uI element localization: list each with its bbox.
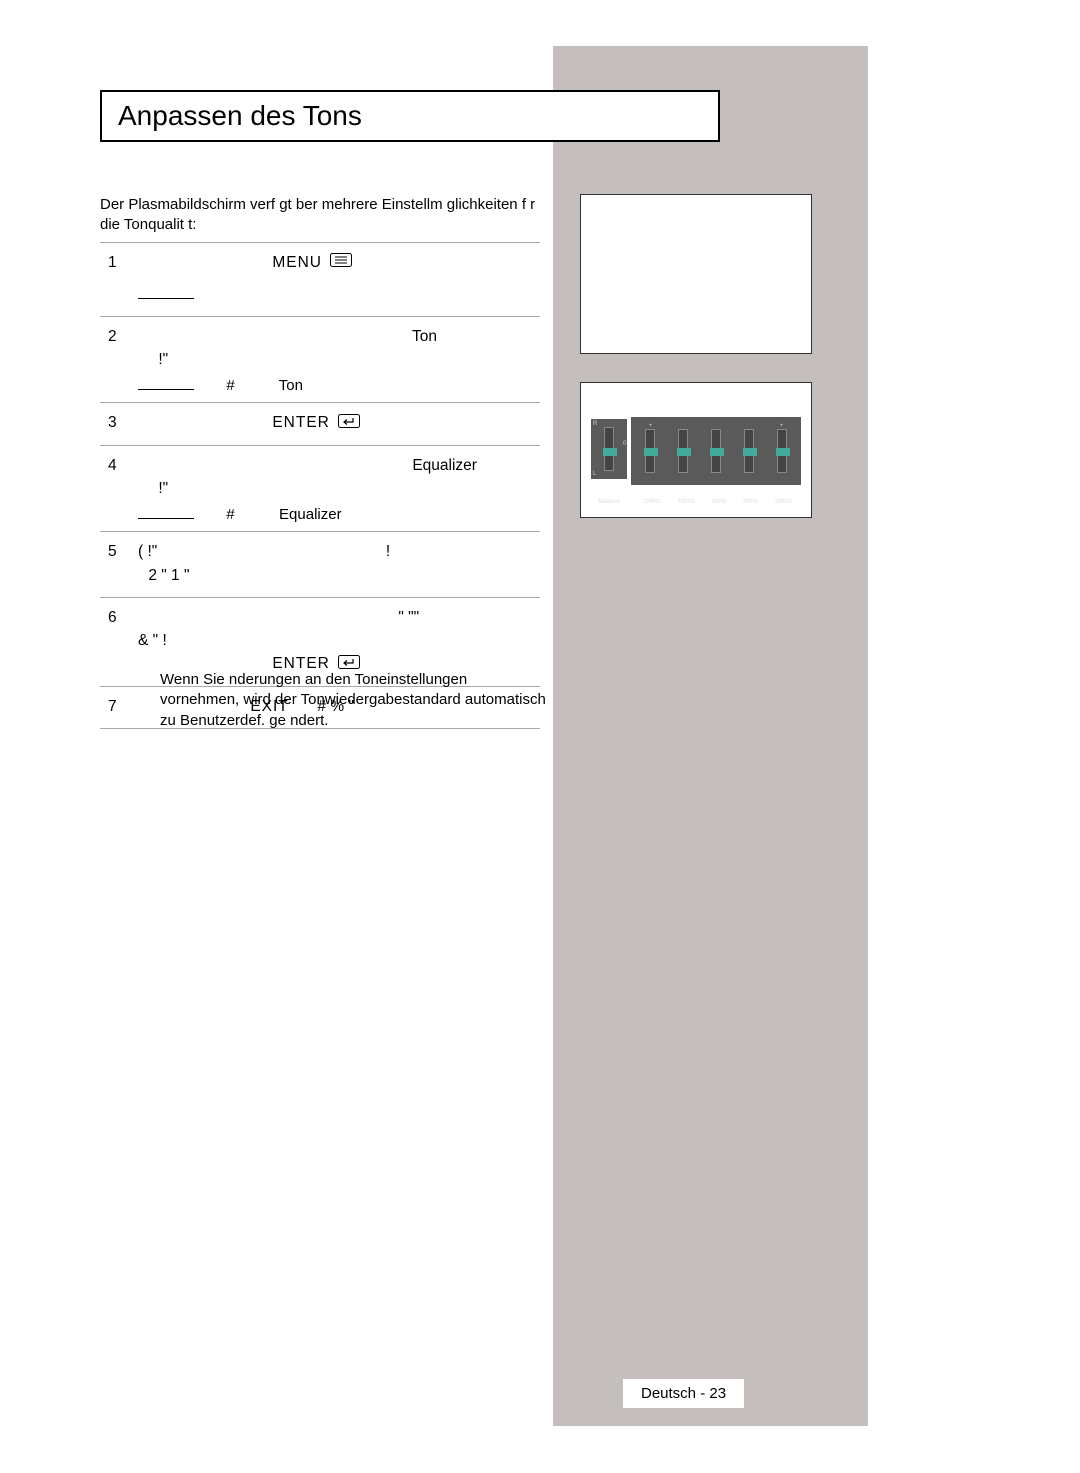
freq-labels: 100Hz 300Hz 1KHz 3KHz 10KHz	[635, 499, 801, 505]
step-number: 7	[100, 695, 138, 718]
step-number: 5	[100, 540, 138, 587]
result-prefix: #	[226, 506, 234, 523]
result-prefix: #	[226, 377, 234, 394]
step-row: 4 Equalizer !"	[100, 445, 540, 505]
menu-label: MENU	[272, 254, 322, 271]
menu-icon	[330, 251, 352, 274]
step-row: 1 MENU	[100, 242, 540, 316]
step-keyword: Equalizer	[412, 457, 477, 474]
freq-label: 300Hz	[678, 499, 695, 505]
blank-underline	[138, 389, 194, 390]
step-symbol: ( !"	[138, 543, 157, 560]
step-symbol: " ""	[398, 609, 419, 626]
eq-slider: ++	[777, 423, 787, 479]
note-paragraph: Wenn Sie nderungen an den Toneinstellung…	[160, 670, 550, 731]
freq-label: 100Hz	[643, 499, 660, 505]
step-symbol: !"	[158, 480, 168, 497]
step-row: 2 Ton !"	[100, 316, 540, 376]
page-title-box: Anpassen des Tons	[100, 90, 720, 142]
blank-underline	[138, 518, 194, 519]
eq-slider: ++	[711, 423, 721, 479]
step-body: ( !" ! 2 " 1 "	[138, 540, 540, 587]
eq-slider: ++	[744, 423, 754, 479]
page-title: Anpassen des Tons	[118, 100, 362, 132]
illustration-box-blank	[580, 194, 812, 354]
step-result: # Equalizer	[100, 504, 540, 531]
steps-table: 1 MENU 2 Ton !" # Ton	[100, 242, 540, 729]
balance-slot	[604, 427, 614, 471]
equalizer-panel: ++ ++ ++ ++ ++	[631, 417, 801, 485]
eq-slider: ++	[645, 423, 655, 479]
blank-underline	[138, 298, 194, 299]
step-number: 4	[100, 454, 138, 501]
step-result: # Ton	[100, 375, 540, 402]
freq-label: 1KHz	[712, 499, 727, 505]
step-body: " "" & " ! ENTER	[138, 606, 540, 676]
step-symbol: 2 " 1 "	[148, 567, 189, 584]
step-number: 3	[100, 411, 138, 435]
page-number: Deutsch - 23	[623, 1379, 744, 1408]
step-body: ENTER	[138, 411, 540, 435]
step-body: MENU	[138, 251, 540, 306]
result-text: Equalizer	[279, 506, 342, 523]
step-symbol: & " !	[138, 632, 167, 649]
intro-paragraph: Der Plasmabildschirm verf gt ber mehrere…	[100, 195, 540, 236]
enter-label: ENTER	[272, 414, 330, 431]
step-body: Ton !"	[138, 325, 540, 372]
step-keyword: Ton	[412, 328, 437, 345]
step-symbol: !"	[158, 351, 168, 368]
freq-label: 10KHz	[775, 499, 793, 505]
step-number: 1	[100, 251, 138, 306]
step-number: 2	[100, 325, 138, 372]
step-number: 6	[100, 606, 138, 676]
result-text: Ton	[279, 377, 303, 394]
step-row: 3 ENTER	[100, 402, 540, 445]
freq-label: 3KHz	[743, 499, 758, 505]
eq-sliders: ++ ++ ++ ++ ++	[637, 423, 795, 479]
illustration-box-equalizer: R L Balance 0 ++ ++ ++ ++ ++ 100Hz 300Hz…	[580, 382, 812, 518]
l-label: L	[591, 471, 627, 477]
balance-slider: R L	[591, 419, 627, 479]
balance-label: Balance	[591, 499, 627, 505]
enter-icon	[338, 412, 360, 435]
step-row: 5 ( !" ! 2 " 1 "	[100, 531, 540, 597]
balance-knob	[603, 448, 617, 456]
step-symbol: !	[386, 543, 390, 560]
eq-slider: ++	[678, 423, 688, 479]
zero-label: 0	[623, 441, 626, 447]
step-body: Equalizer !"	[138, 454, 540, 501]
